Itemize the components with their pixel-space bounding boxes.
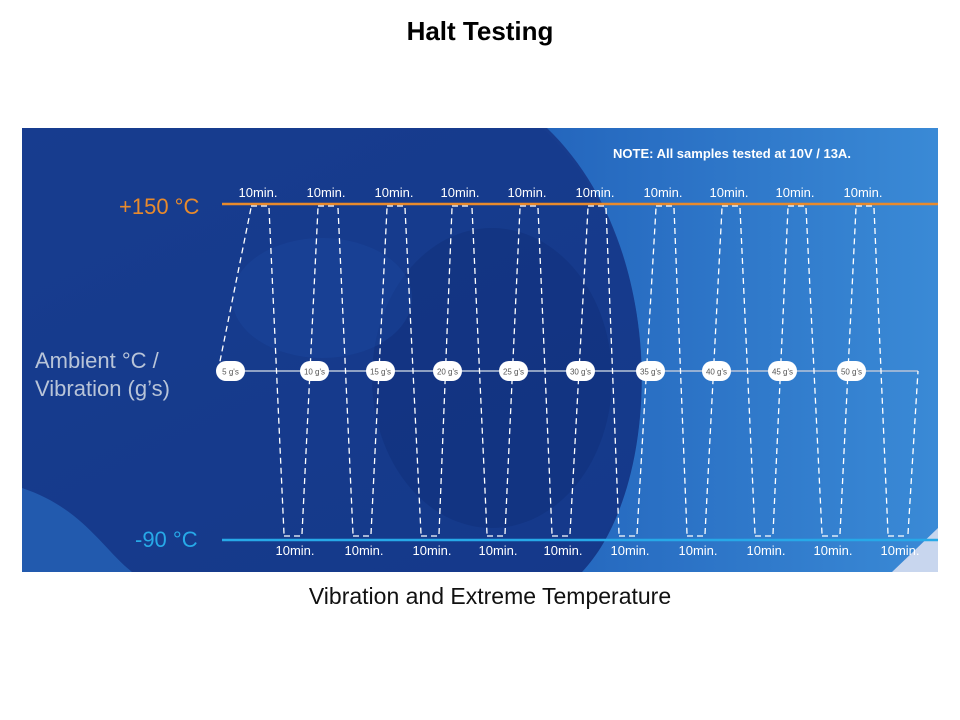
ramp-down-segment (805, 207, 823, 535)
test-note: NOTE: All samples tested at 10V / 13A. (613, 146, 851, 161)
high-dwell-label: 10min. (843, 185, 882, 200)
pill-background (366, 361, 395, 381)
low-dwell-label: 10min. (880, 543, 919, 558)
high-dwell-label: 10min. (507, 185, 546, 200)
low-dwell-label: 10min. (610, 543, 649, 558)
ramp-down-segment (268, 207, 285, 535)
vibration-level-pill: 45 g's (768, 361, 797, 381)
pill-background (702, 361, 731, 381)
high-dwell-label: 10min. (238, 185, 277, 200)
low-dwell-label: 10min. (344, 543, 383, 558)
slide-title: Halt Testing (406, 16, 554, 46)
vibration-level-label: 20 g's (437, 368, 458, 377)
vibration-level-pill: 35 g's (636, 361, 665, 381)
high-dwell-label: 10min. (374, 185, 413, 200)
halt-diagram: NOTE: All samples tested at 10V / 13A. +… (22, 128, 938, 572)
vibration-level-pill: 50 g's (837, 361, 866, 381)
ramp-down-segment (471, 207, 488, 535)
slide-caption: Vibration and Extreme Temperature (308, 583, 672, 609)
vibration-level-pill: 5 g's (216, 361, 245, 381)
ramp-down-segment (337, 207, 354, 535)
ramp-up-segment (907, 370, 919, 535)
globe-shade (22, 128, 642, 572)
vibration-level-pill: 20 g's (433, 361, 462, 381)
vibration-label: Vibration (g’s) (35, 376, 170, 401)
corner-wave (22, 488, 132, 572)
vibration-level-label: 25 g's (503, 368, 524, 377)
high-dwell-label: 10min. (709, 185, 748, 200)
pill-background (566, 361, 595, 381)
pill-background (768, 361, 797, 381)
low-dwell-label: 10min. (275, 543, 314, 558)
low-dwell-label: 10min. (543, 543, 582, 558)
ambient-label: Ambient °C / (35, 348, 160, 373)
low-dwell-label: 10min. (412, 543, 451, 558)
vibration-level-pill: 15 g's (366, 361, 395, 381)
ramp-down-segment (739, 207, 756, 535)
high-temp-label: +150 °C (119, 194, 199, 219)
low-dwell-label: 10min. (746, 543, 785, 558)
continent-shape (372, 228, 612, 528)
vibration-level-label: 50 g's (841, 368, 862, 377)
ramp-down-segment (537, 207, 553, 535)
pill-background (433, 361, 462, 381)
vibration-level-pill: 10 g's (300, 361, 329, 381)
vibration-level-pill: 25 g's (499, 361, 528, 381)
vibration-level-label: 5 g's (222, 368, 239, 377)
vibration-level-label: 40 g's (706, 368, 727, 377)
vibration-level-label: 10 g's (304, 368, 325, 377)
vibration-level-label: 30 g's (570, 368, 591, 377)
high-dwell-label: 10min. (775, 185, 814, 200)
pill-background (499, 361, 528, 381)
ramp-down-segment (873, 207, 889, 535)
high-dwell-label: 10min. (306, 185, 345, 200)
high-dwell-label: 10min. (643, 185, 682, 200)
vibration-level-label: 35 g's (640, 368, 661, 377)
pill-background (837, 361, 866, 381)
pill-background (216, 361, 245, 381)
ramp-up-segment (217, 207, 252, 372)
vibration-level-pill: 40 g's (702, 361, 731, 381)
vibration-level-label: 15 g's (370, 368, 391, 377)
vibration-level-label: 45 g's (772, 368, 793, 377)
low-dwell-label: 10min. (478, 543, 517, 558)
pill-background (300, 361, 329, 381)
low-temp-label: -90 °C (135, 527, 198, 552)
pill-background (636, 361, 665, 381)
low-dwell-label: 10min. (813, 543, 852, 558)
ramp-down-segment (404, 207, 422, 535)
ramp-down-segment (605, 207, 620, 535)
globe-highlight (547, 128, 938, 572)
vibration-level-pill: 30 g's (566, 361, 595, 381)
ramp-down-segment (673, 207, 688, 535)
high-dwell-label: 10min. (440, 185, 479, 200)
continent-shape (232, 238, 412, 358)
high-dwell-label: 10min. (575, 185, 614, 200)
low-dwell-label: 10min. (678, 543, 717, 558)
